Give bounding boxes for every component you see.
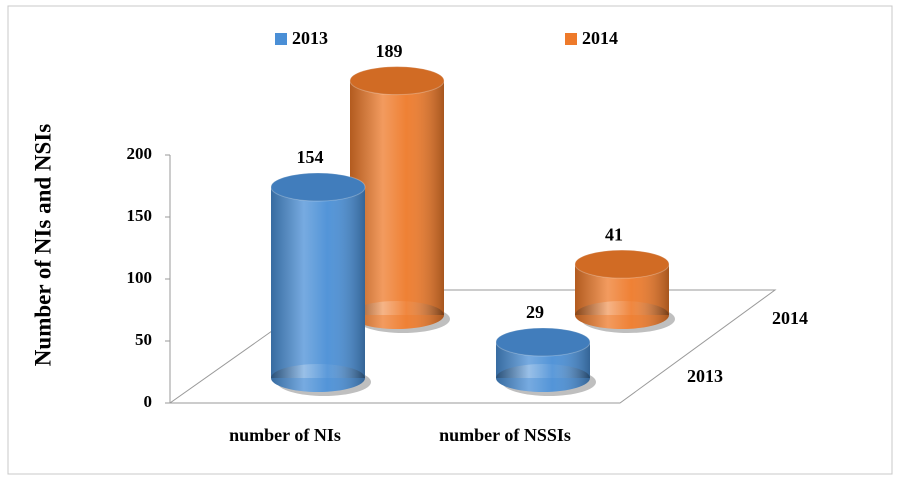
depth-label: 2013 [687,366,723,386]
legend-swatch [565,33,577,45]
y-tick-label: 0 [144,392,153,411]
cylinder-top [574,249,670,279]
y-tick-label: 150 [127,206,153,225]
legend-swatch [275,33,287,45]
floor [168,289,777,404]
cylinder-top [495,327,591,357]
legend-label: 2013 [292,28,328,48]
value-label: 154 [297,147,324,167]
value-label: 41 [605,224,623,244]
cylinder-body-shade [350,80,444,315]
frame [7,5,893,475]
cylinder-top [349,66,445,96]
y-tick-label: 50 [135,330,152,349]
x-tick-label: number of NSSIs [439,425,571,445]
value-label: 189 [376,41,403,61]
y-tick-label: 100 [127,268,153,287]
depth-label: 2014 [772,308,808,328]
y-tick-label: 200 [127,144,153,163]
cylinder-top [270,172,366,202]
cylinder-top-shade [350,66,444,95]
value-label: 29 [526,302,544,322]
y-axis-label: Number of NIs and NSIs [30,124,55,366]
cylinder-top-shade [496,328,590,357]
cylinder-top-shade [575,250,669,279]
cylinder-top-shade [271,173,365,202]
cylinder-body-shade [271,187,365,378]
x-tick-label: number of NIs [229,425,341,445]
legend-label: 2014 [582,28,618,48]
